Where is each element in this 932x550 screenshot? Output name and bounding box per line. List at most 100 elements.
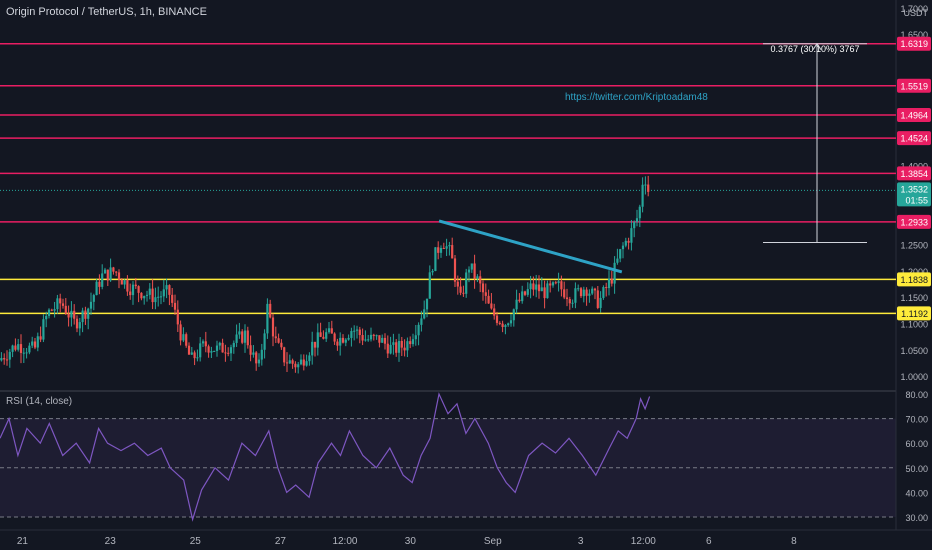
candle-body xyxy=(53,309,56,311)
candle-body xyxy=(73,310,76,319)
candle-body xyxy=(574,288,577,303)
candle-body xyxy=(431,270,434,273)
candle-body xyxy=(134,284,137,287)
candle-body xyxy=(115,271,118,273)
candle-body xyxy=(526,289,529,295)
candle-body xyxy=(434,247,437,271)
candle-body xyxy=(367,339,370,341)
candle-body xyxy=(271,317,275,337)
candle-body xyxy=(299,359,303,365)
candle-body xyxy=(546,283,549,299)
level-price-tag xyxy=(897,214,931,229)
measure-label: 0.3767 (30.10%) 3767 xyxy=(770,44,859,54)
candle-body xyxy=(61,303,65,306)
candle-body xyxy=(633,221,636,229)
candle-body xyxy=(523,291,527,295)
candle-body xyxy=(599,297,602,308)
level-price-tag xyxy=(897,306,931,321)
candle-body xyxy=(389,344,392,354)
level-price-label: 1.3854 xyxy=(900,169,928,179)
candle-body xyxy=(39,336,42,340)
candle-body xyxy=(593,288,597,291)
candle-body xyxy=(504,325,507,328)
candle-body xyxy=(14,345,17,350)
candle-body xyxy=(476,276,479,279)
price-tick-label: 1.1000 xyxy=(900,320,928,330)
candle-body xyxy=(484,292,487,296)
rsi-line xyxy=(0,392,651,522)
candle-body xyxy=(339,337,342,346)
candle-body xyxy=(509,320,513,324)
time-tick-label: 27 xyxy=(275,536,287,547)
candle-body xyxy=(635,218,639,222)
candle-body xyxy=(453,258,457,282)
candle-body xyxy=(207,346,210,353)
candle-body xyxy=(101,273,104,287)
candle-body xyxy=(462,292,465,294)
candle-body xyxy=(3,358,6,360)
candle-body xyxy=(515,299,518,310)
candle-body xyxy=(473,263,476,279)
candle-body xyxy=(117,272,121,280)
candle-body xyxy=(45,315,48,320)
level-price-tag xyxy=(897,166,931,181)
candle-body xyxy=(568,299,571,304)
candle-body xyxy=(126,280,129,292)
candle-body xyxy=(400,340,403,348)
candle-body xyxy=(196,357,199,359)
candle-body xyxy=(319,332,322,337)
candle-body xyxy=(355,329,359,331)
candle-body xyxy=(498,322,501,324)
candle-body xyxy=(305,361,308,366)
candle-body xyxy=(283,347,286,363)
candle-body xyxy=(159,296,163,298)
candle-body xyxy=(518,299,521,302)
candle-body xyxy=(47,309,51,316)
candle-body xyxy=(229,347,233,354)
candle-body xyxy=(311,341,314,356)
candle-body xyxy=(403,347,406,351)
time-tick-label: Sep xyxy=(484,536,502,547)
candle-body xyxy=(602,287,605,298)
candle-body xyxy=(456,281,459,287)
time-tick-label: 25 xyxy=(190,536,202,547)
candle-body xyxy=(75,318,79,329)
candle-body xyxy=(257,359,261,364)
candle-body xyxy=(445,246,448,249)
candle-body xyxy=(383,337,387,344)
candle-body xyxy=(201,341,205,344)
candle-body xyxy=(361,335,364,341)
time-tick-label: 23 xyxy=(105,536,117,547)
candle-body xyxy=(621,245,625,250)
candle-body xyxy=(347,337,350,340)
candle-body xyxy=(627,240,630,243)
price-tick-label: 1.2000 xyxy=(900,267,928,277)
time-tick-label: 12:00 xyxy=(332,536,357,547)
candle-body xyxy=(213,350,216,352)
level-price-label: 1.4524 xyxy=(900,134,928,144)
countdown-label: 01:55 xyxy=(905,195,928,205)
time-tick-label: 3 xyxy=(578,536,584,547)
candle-body xyxy=(19,344,23,353)
candle-body xyxy=(148,288,151,295)
candle-body xyxy=(8,351,11,360)
candle-body xyxy=(95,281,98,296)
candle-body xyxy=(613,262,616,284)
candle-body xyxy=(369,334,373,340)
price-tick-label: 1.0500 xyxy=(900,346,928,356)
candle-body xyxy=(252,352,255,355)
candle-body xyxy=(131,284,135,296)
candle-body xyxy=(297,364,300,368)
candle-body xyxy=(439,247,443,253)
candle-body xyxy=(5,359,9,361)
candle-body xyxy=(129,291,132,296)
candle-body xyxy=(145,294,149,296)
candle-body xyxy=(322,336,325,339)
candle-body xyxy=(358,329,361,336)
candle-body xyxy=(557,281,560,284)
candle-body xyxy=(353,330,356,332)
candle-body xyxy=(392,342,395,345)
candle-body xyxy=(395,342,398,353)
candle-body xyxy=(406,341,409,351)
